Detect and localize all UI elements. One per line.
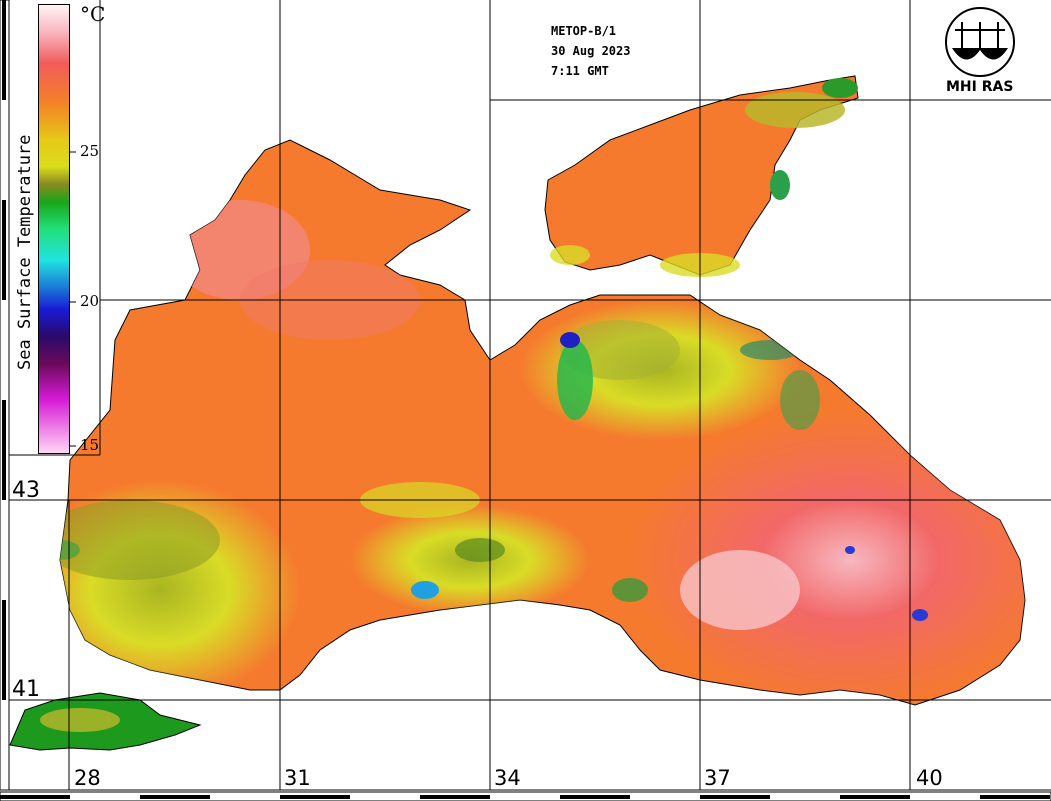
- colorbar-unit: °C: [80, 2, 106, 26]
- longitude-label-34: 34: [494, 766, 521, 790]
- longitude-label-40: 40: [916, 766, 943, 790]
- acquisition-time: 7:11 GMT: [551, 64, 609, 78]
- left-scale-ruler: [0, 0, 10, 791]
- latitude-label-41: 41: [12, 677, 40, 702]
- colorbar-title: Sea Surface Temperature: [15, 134, 35, 370]
- organization-name: MHI RAS: [946, 79, 1014, 95]
- mhi-ras-logo-icon: [945, 7, 1015, 77]
- temperature-colorbar: [38, 4, 70, 454]
- longitude-label-28: 28: [74, 766, 101, 790]
- longitude-label-37: 37: [704, 766, 731, 790]
- acquisition-date: 30 Aug 2023: [551, 44, 631, 58]
- latitude-label-43: 43: [12, 478, 40, 503]
- longitude-label-31: 31: [284, 766, 311, 790]
- sea-of-azov: [544, 75, 859, 277]
- bottom-scale-ruler: [0, 789, 1051, 801]
- sea-of-marmara: [9, 692, 202, 751]
- colorbar-tick-15: 15: [80, 436, 100, 454]
- black-sea: [59, 139, 1026, 706]
- colorbar-tick-20: 20: [80, 292, 100, 310]
- satellite-name: METOP-B/1: [551, 24, 617, 38]
- colorbar-tick-25: 25: [80, 142, 100, 160]
